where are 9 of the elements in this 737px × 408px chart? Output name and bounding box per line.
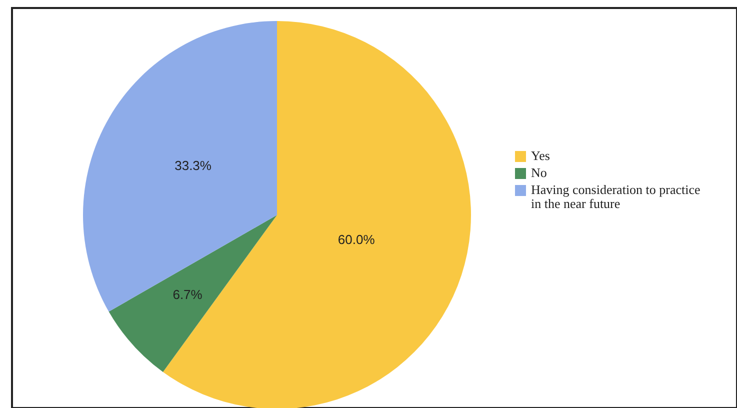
- legend-label: Yes: [531, 148, 550, 163]
- pie-slice: [108, 215, 277, 372]
- data-label: 6.7%: [172, 286, 203, 302]
- data-label: 60.0%: [338, 232, 376, 248]
- data-label: 33.3%: [174, 158, 212, 173]
- legend-label: No: [531, 165, 547, 180]
- legend-label: Having consideration to practice in the near future: [531, 182, 701, 211]
- pie-slice: [83, 21, 277, 312]
- pie-slice: [162, 21, 471, 408]
